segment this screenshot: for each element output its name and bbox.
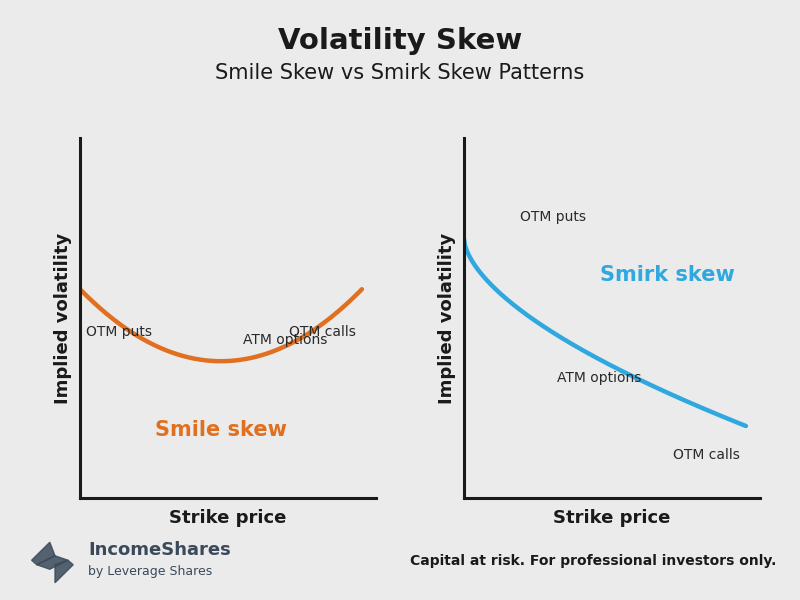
- Text: OTM calls: OTM calls: [290, 325, 356, 339]
- X-axis label: Strike price: Strike price: [554, 509, 670, 527]
- Text: ATM options: ATM options: [558, 371, 642, 385]
- Polygon shape: [37, 556, 68, 569]
- Text: Smile Skew vs Smirk Skew Patterns: Smile Skew vs Smirk Skew Patterns: [215, 63, 585, 83]
- Polygon shape: [32, 542, 55, 565]
- Text: Smirk skew: Smirk skew: [599, 265, 734, 285]
- Text: OTM calls: OTM calls: [674, 448, 740, 461]
- Y-axis label: Implied volatility: Implied volatility: [54, 232, 72, 404]
- Polygon shape: [55, 560, 74, 583]
- Text: Smile skew: Smile skew: [155, 419, 287, 440]
- Text: OTM puts: OTM puts: [520, 211, 586, 224]
- Y-axis label: Implied volatility: Implied volatility: [438, 232, 456, 404]
- Text: OTM puts: OTM puts: [86, 325, 152, 339]
- Text: by Leverage Shares: by Leverage Shares: [88, 565, 212, 578]
- Text: Volatility Skew: Volatility Skew: [278, 27, 522, 55]
- Text: ATM options: ATM options: [243, 333, 327, 347]
- Text: IncomeShares: IncomeShares: [88, 541, 230, 559]
- X-axis label: Strike price: Strike price: [170, 509, 286, 527]
- Text: Capital at risk. For professional investors only.: Capital at risk. For professional invest…: [410, 554, 776, 568]
